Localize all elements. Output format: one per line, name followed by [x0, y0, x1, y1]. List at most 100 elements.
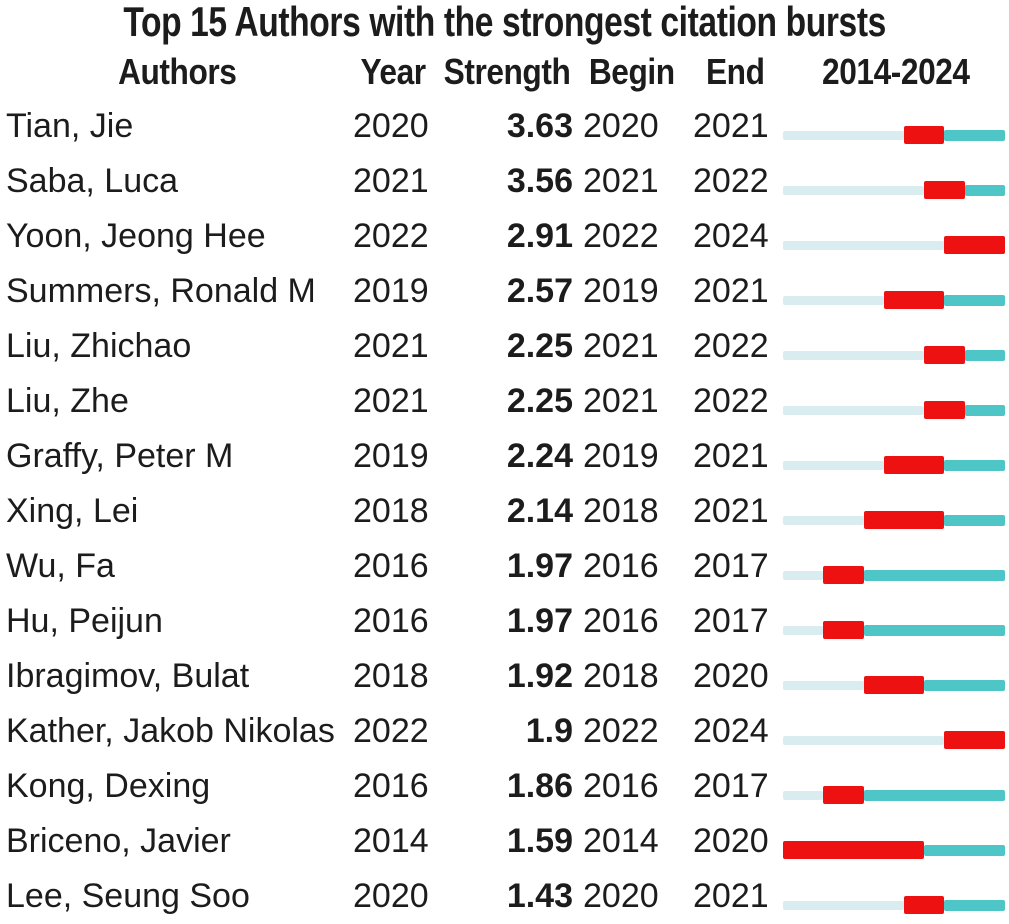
author-name: Tian, Jie: [6, 107, 134, 145]
end-value: 2020: [693, 822, 769, 860]
begin-value: 2019: [583, 437, 659, 475]
table-row: Kather, Jakob Nikolas 2022 1.9 2022 2024: [0, 704, 1009, 759]
end-value: 2021: [693, 272, 769, 310]
author-name: Saba, Luca: [6, 162, 179, 200]
burst-bar: [823, 566, 864, 584]
begin-value: 2016: [583, 602, 659, 640]
strength-value: 1.59: [506, 822, 573, 860]
pre-burst-bar: [783, 515, 864, 525]
begin-value: 2022: [583, 712, 659, 750]
burst-timeline: [783, 374, 1009, 429]
end-value: 2021: [693, 877, 769, 915]
burst-timeline: [783, 759, 1009, 814]
post-burst-bar: [944, 899, 1005, 911]
author-name: Liu, Zhe: [6, 382, 129, 420]
author-name: Hu, Peijun: [6, 602, 163, 640]
timeline-bar: [783, 181, 1005, 199]
strength-value: 1.92: [506, 657, 573, 695]
begin-value: 2016: [583, 767, 659, 805]
burst-timeline: [783, 649, 1009, 704]
end-value: 2024: [693, 217, 769, 255]
timeline-bar: [783, 841, 1005, 859]
strength-value: 1.43: [506, 877, 573, 915]
author-name: Yoon, Jeong Hee: [6, 217, 266, 255]
table-row: Yoon, Jeong Hee 2022 2.91 2022 2024: [0, 209, 1009, 264]
pre-burst-bar: [783, 130, 905, 140]
strength-value: 1.86: [506, 767, 573, 805]
strength-value: 3.56: [506, 162, 573, 200]
timeline-bar: [783, 731, 1005, 749]
burst-bar: [904, 126, 945, 144]
pre-burst-bar: [783, 185, 925, 195]
column-header-timeline-range: 2014-2024: [822, 50, 970, 92]
begin-value: 2018: [583, 492, 659, 530]
strength-value: 2.57: [506, 272, 573, 310]
post-burst-bar: [924, 844, 1005, 856]
burst-timeline: [783, 264, 1009, 319]
post-burst-bar: [944, 129, 1005, 141]
end-value: 2020: [693, 657, 769, 695]
chart-title-text: Top 15 Authors with the strongest citati…: [123, 0, 886, 45]
strength-value: 1.9: [525, 712, 573, 750]
year-value: 2014: [353, 822, 429, 860]
table-row: Saba, Luca 2021 3.56 2021 2022: [0, 154, 1009, 209]
author-name: Kather, Jakob Nikolas: [6, 712, 335, 750]
table-row: Xing, Lei 2018 2.14 2018 2021: [0, 484, 1009, 539]
year-value: 2016: [353, 602, 429, 640]
end-value: 2022: [693, 327, 769, 365]
burst-timeline: [783, 209, 1009, 264]
timeline-bar: [783, 511, 1005, 529]
year-value: 2019: [353, 272, 429, 310]
author-name: Summers, Ronald M: [6, 272, 316, 310]
post-burst-bar: [964, 349, 1005, 361]
strength-value: 2.14: [506, 492, 573, 530]
pre-burst-bar: [783, 570, 824, 580]
begin-value: 2014: [583, 822, 659, 860]
strength-value: 1.97: [506, 547, 573, 585]
year-value: 2018: [353, 492, 429, 530]
begin-value: 2020: [583, 107, 659, 145]
table-row: Hu, Peijun 2016 1.97 2016 2017: [0, 594, 1009, 649]
post-burst-bar: [944, 294, 1005, 306]
timeline-bar: [783, 621, 1005, 639]
burst-bar: [783, 841, 925, 859]
burst-bar: [863, 511, 945, 529]
year-value: 2018: [353, 657, 429, 695]
timeline-bar: [783, 896, 1005, 914]
burst-timeline: [783, 319, 1009, 374]
begin-value: 2019: [583, 272, 659, 310]
pre-burst-bar: [783, 240, 945, 250]
table-row: Liu, Zhichao 2021 2.25 2021 2022: [0, 319, 1009, 374]
strength-value: 1.97: [506, 602, 573, 640]
table-row: Wu, Fa 2016 1.97 2016 2017: [0, 539, 1009, 594]
burst-timeline: [783, 429, 1009, 484]
author-name: Ibragimov, Bulat: [6, 657, 250, 695]
timeline-bar: [783, 566, 1005, 584]
begin-value: 2021: [583, 327, 659, 365]
timeline-bar: [783, 401, 1005, 419]
table-row: Briceno, Javier 2014 1.59 2014 2020: [0, 814, 1009, 869]
pre-burst-bar: [783, 790, 824, 800]
author-name: Lee, Seung Soo: [6, 877, 250, 915]
pre-burst-bar: [783, 625, 824, 635]
post-burst-bar: [863, 789, 1005, 801]
post-burst-bar: [863, 624, 1005, 636]
begin-value: 2018: [583, 657, 659, 695]
table-row: Graffy, Peter M 2019 2.24 2019 2021: [0, 429, 1009, 484]
burst-bar: [883, 291, 945, 309]
year-value: 2020: [353, 877, 429, 915]
table-row: Liu, Zhe 2021 2.25 2021 2022: [0, 374, 1009, 429]
timeline-bar: [783, 236, 1005, 254]
table-row: Summers, Ronald M 2019 2.57 2019 2021: [0, 264, 1009, 319]
burst-bar: [823, 621, 864, 639]
post-burst-bar: [944, 514, 1005, 526]
end-value: 2021: [693, 437, 769, 475]
post-burst-bar: [944, 459, 1005, 471]
column-header-strength: Strength: [443, 50, 570, 92]
burst-timeline: [783, 594, 1009, 649]
post-burst-bar: [924, 679, 1005, 691]
burst-bar: [944, 731, 1005, 749]
timeline-bar: [783, 291, 1005, 309]
timeline-bar: [783, 456, 1005, 474]
